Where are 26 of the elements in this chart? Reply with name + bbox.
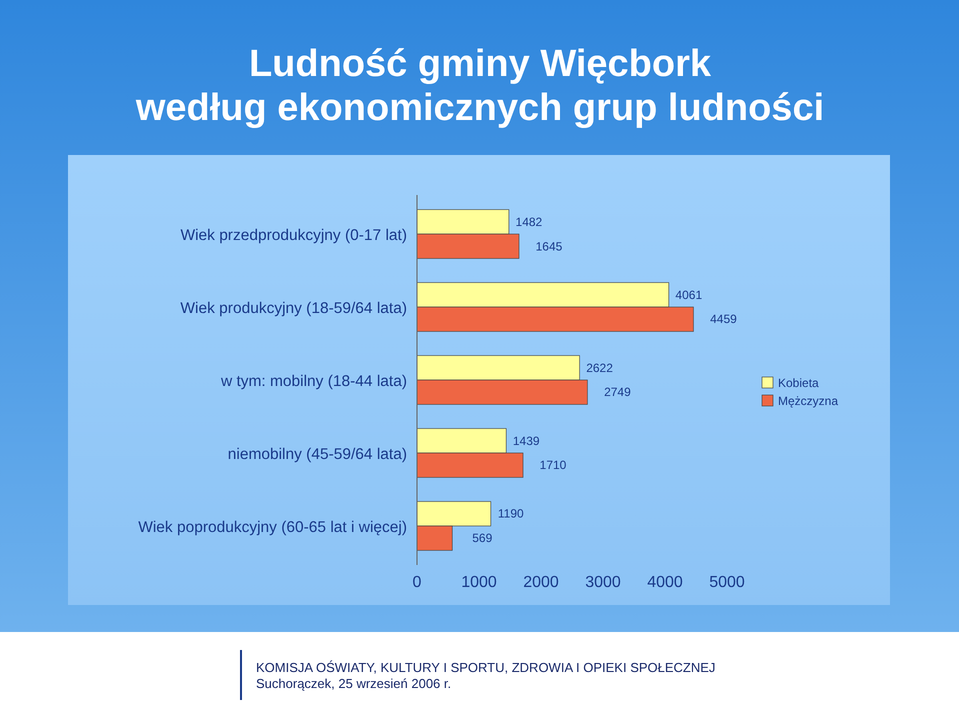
data-label: 569 [472,531,493,546]
y-tick-label: w tym: mobilny (18-44 lata) [220,373,407,390]
y-tick-label: niemobilny (45-59/64 lata) [228,446,407,463]
y-tick-label: Wiek produkcyjny (18-59/64 lata) [180,300,407,318]
x-tick-label: 3000 [585,574,621,591]
x-tick-label: 1000 [461,574,497,591]
legend-label: Mężczyzna [778,394,838,408]
chart-title: Ludność gminy Więcbork według ekonomicznych grup ludności [134,43,824,129]
legend-label: Kobieta [778,376,820,390]
data-label: 1645 [536,239,563,254]
data-label: 4061 [675,288,702,302]
data-label: 2622 [586,360,614,375]
data-label: 1439 [512,434,540,448]
data-label: 1482 [516,214,543,229]
text: Suchorączek, 25 wrzesień 2006 r. [256,676,452,691]
y-tick-label: Wiek przedprodukcyjny (0-17 lat) [180,227,407,244]
data-label: 1710 [540,458,567,472]
y-tick-label: Wiek poprodukcyjny (60-65 lat i więcej) [138,518,407,536]
x-tick-label: 5000 [709,574,745,591]
x-tick-label: 2000 [523,574,559,591]
data-label: 1190 [498,506,524,521]
data-label: 2749 [604,385,632,400]
text: KOMISJA OŚWIATY, KULTURY I SPORTU, ZDROWIA I OPIEKI SPOŁECZNEJ [256,660,716,675]
x-tick-label: 4000 [647,574,683,591]
data-label: 4459 [710,312,738,326]
x-tick-label: 0 [412,574,422,591]
